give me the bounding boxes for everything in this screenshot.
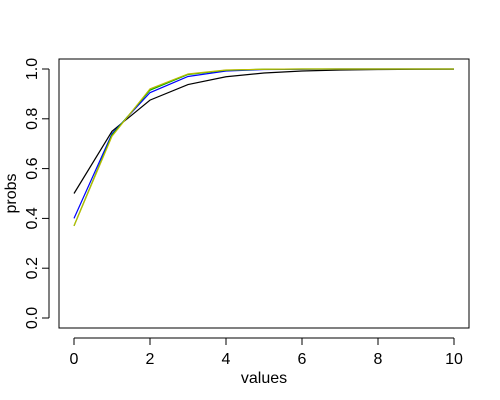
series-line-2	[73, 68, 454, 219]
x-tick-label: 4	[222, 351, 231, 368]
y-tick-label: 1.0	[24, 58, 41, 80]
x-tick-label: 6	[298, 351, 307, 368]
series-line-4	[73, 68, 454, 227]
y-tick-label: 0.6	[24, 157, 41, 179]
plot-area-frame	[58, 58, 470, 329]
x-tick-label: 2	[146, 351, 155, 368]
y-tick-label: 0.2	[24, 257, 41, 279]
series-group	[73, 68, 455, 227]
x-tick-label: 0	[70, 351, 79, 368]
series-line-1	[73, 68, 455, 194]
y-axis: 0.0 0.2 0.4 0.6 0.8 1.0	[24, 58, 50, 329]
y-axis-title: probs	[3, 173, 20, 213]
x-axis: 0 2 4 6 8 10	[70, 337, 463, 368]
x-tick-label: 10	[445, 351, 463, 368]
y-tick-label: 0.0	[24, 307, 41, 329]
y-tick-label: 0.4	[24, 207, 41, 229]
x-tick-label: 8	[374, 351, 383, 368]
x-axis-title: values	[241, 370, 287, 387]
y-tick-label: 0.8	[24, 108, 41, 130]
series-line-3	[73, 68, 454, 227]
